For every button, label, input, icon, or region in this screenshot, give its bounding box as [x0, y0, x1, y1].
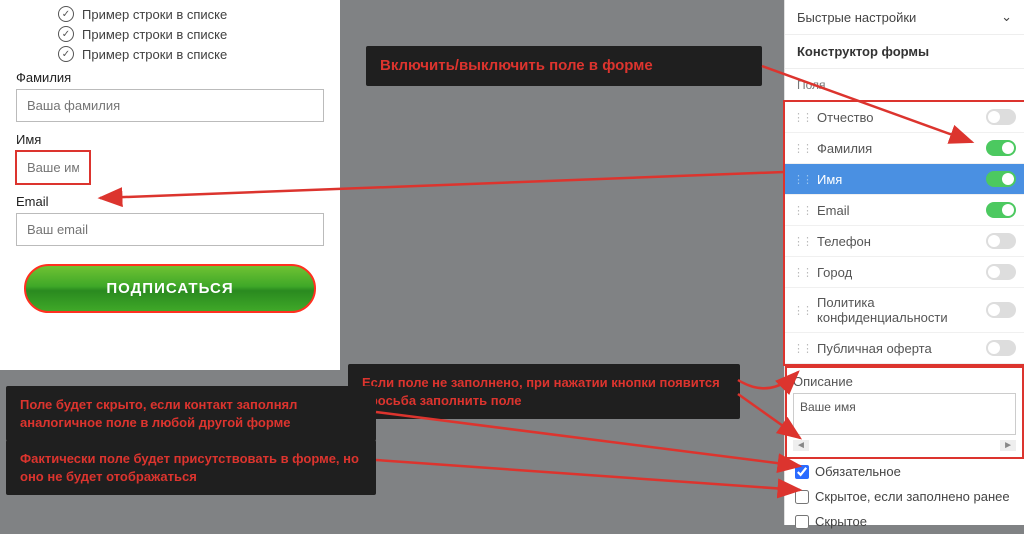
field-toggle-row[interactable]: ⋮⋮ Телефон	[785, 226, 1024, 257]
checkbox-row[interactable]: Скрытое, если заполнено ранее	[785, 484, 1024, 509]
drag-handle-icon[interactable]: ⋮⋮	[793, 235, 811, 248]
field-toggle-row[interactable]: ⋮⋮ Фамилия	[785, 133, 1024, 164]
field-group-email: Email	[16, 194, 324, 246]
check-circle-icon: ✓	[58, 46, 74, 62]
checkbox-input[interactable]	[795, 465, 809, 479]
checkbox-row[interactable]: Обязательное	[785, 459, 1024, 484]
field-row-label: Город	[817, 265, 986, 280]
checkbox-label: Скрытое, если заполнено ранее	[815, 489, 1010, 504]
drag-handle-icon[interactable]: ⋮⋮	[793, 204, 811, 217]
annotation-hidden-if-filled: Поле будет скрыто, если контакт заполнял…	[6, 386, 376, 441]
drag-handle-icon[interactable]: ⋮⋮	[793, 266, 811, 279]
list-item-text: Пример строки в списке	[82, 7, 227, 22]
check-circle-icon: ✓	[58, 6, 74, 22]
checkbox-row[interactable]: Скрытое	[785, 509, 1024, 534]
textarea-scroll-hints: ◄►	[793, 440, 1016, 451]
list-item: ✓ Пример строки в списке	[58, 44, 282, 64]
field-label: Имя	[16, 132, 324, 147]
annotation-required: Если поле не заполнено, при нажатии кноп…	[348, 364, 740, 419]
settings-sidebar: Быстрые настройки ⌄ Конструктор формы По…	[784, 0, 1024, 525]
field-toggle-row[interactable]: ⋮⋮ Отчество	[785, 102, 1024, 133]
drag-handle-icon[interactable]: ⋮⋮	[793, 304, 811, 317]
fields-subtitle: Поля	[785, 69, 1024, 102]
field-toggle[interactable]	[986, 109, 1016, 125]
checkbox-input[interactable]	[795, 515, 809, 529]
field-toggle[interactable]	[986, 233, 1016, 249]
field-row-label: Фамилия	[817, 141, 986, 156]
checkbox-label: Обязательное	[815, 464, 901, 479]
list-item: ✓ Пример строки в списке	[58, 4, 282, 24]
list-item-text: Пример строки в списке	[82, 27, 227, 42]
field-toggle[interactable]	[986, 171, 1016, 187]
quick-settings-header[interactable]: Быстрые настройки ⌄	[785, 0, 1024, 35]
list-item-text: Пример строки в списке	[82, 47, 227, 62]
field-row-label: Имя	[817, 172, 986, 187]
field-toggle[interactable]	[986, 140, 1016, 156]
quick-settings-label: Быстрые настройки	[797, 10, 916, 25]
field-toggle[interactable]	[986, 302, 1016, 318]
field-group-firstname: Имя	[16, 132, 324, 184]
list-item: ✓ Пример строки в списке	[58, 24, 282, 44]
field-row-label: Политика конфиденциальности	[817, 295, 986, 325]
form-preview-card: ✓ Пример строки в списке ✓ Пример строки…	[0, 0, 340, 370]
field-toggle-row[interactable]: ⋮⋮ Публичная оферта	[785, 333, 1024, 364]
checkbox-input[interactable]	[795, 490, 809, 504]
field-toggle[interactable]	[986, 340, 1016, 356]
field-toggle-list: ⋮⋮ Отчество ⋮⋮ Фамилия ⋮⋮ Имя ⋮⋮ Email ⋮⋮ Телефон…	[785, 102, 1024, 364]
drag-handle-icon[interactable]: ⋮⋮	[793, 173, 811, 186]
email-input[interactable]	[16, 213, 324, 246]
firstname-input[interactable]	[16, 151, 90, 184]
field-label: Фамилия	[16, 70, 324, 85]
description-textarea[interactable]	[793, 393, 1016, 435]
field-toggle-row[interactable]: ⋮⋮ Город	[785, 257, 1024, 288]
field-toggle-row[interactable]: ⋮⋮ Политика конфиденциальности	[785, 288, 1024, 333]
field-toggle-row[interactable]: ⋮⋮ Имя	[785, 164, 1024, 195]
drag-handle-icon[interactable]: ⋮⋮	[793, 342, 811, 355]
bullet-list: ✓ Пример строки в списке ✓ Пример строки…	[0, 0, 340, 70]
drag-handle-icon[interactable]: ⋮⋮	[793, 142, 811, 155]
field-toggle[interactable]	[986, 264, 1016, 280]
field-toggle-row[interactable]: ⋮⋮ Email	[785, 195, 1024, 226]
check-circle-icon: ✓	[58, 26, 74, 42]
checkbox-list: Обязательное Скрытое, если заполнено ране…	[785, 459, 1024, 534]
description-section: Описание ◄►	[785, 366, 1024, 459]
chevron-down-icon: ⌄	[1001, 9, 1012, 25]
checkbox-label: Скрытое	[815, 514, 867, 529]
field-group-lastname: Фамилия	[16, 70, 324, 122]
constructor-title: Конструктор формы	[785, 35, 1024, 69]
drag-handle-icon[interactable]: ⋮⋮	[793, 111, 811, 124]
field-toggle[interactable]	[986, 202, 1016, 218]
field-row-label: Телефон	[817, 234, 986, 249]
annotation-hidden: Фактически поле будет присутствовать в ф…	[6, 440, 376, 495]
lastname-input[interactable]	[16, 89, 324, 122]
field-row-label: Email	[817, 203, 986, 218]
form-fields: Фамилия Имя Email ПОДПИСАТЬСЯ	[0, 70, 340, 313]
annotation-toggle: Включить/выключить поле в форме	[366, 46, 762, 86]
subscribe-button[interactable]: ПОДПИСАТЬСЯ	[24, 264, 316, 313]
field-row-label: Отчество	[817, 110, 986, 125]
field-row-label: Публичная оферта	[817, 341, 986, 356]
description-label: Описание	[793, 374, 1016, 389]
field-label: Email	[16, 194, 324, 209]
